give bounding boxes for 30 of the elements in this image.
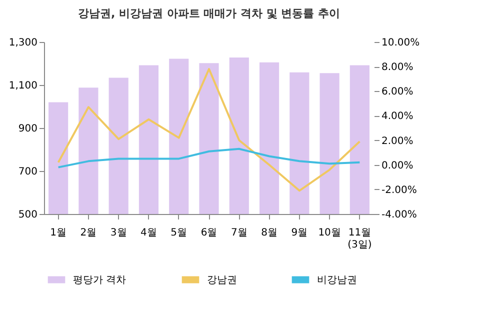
y2-tick-label: 8.00%	[382, 62, 414, 74]
legend-label: 비강남권	[317, 274, 357, 286]
y-tick-label: 700	[18, 166, 38, 178]
x-tick-label: 7월	[230, 228, 248, 238]
y2-tick-label: 4.00%	[382, 111, 414, 122]
x-tick-label: 10월	[318, 228, 341, 238]
chart-title: 강남권, 비강남권 아파트 매매가 격차 및 변동률 추이	[78, 7, 340, 20]
x-tick-label: 2월	[80, 228, 97, 238]
y2-tick-label: -4.00%	[382, 210, 417, 220]
y2-tick-label: 10.00%	[382, 38, 420, 48]
y2-tick-label: 2.00%	[382, 136, 414, 147]
x-tick-label: 9월	[291, 228, 308, 238]
y-tick-label: 1,300	[8, 38, 38, 48]
x-tick-label: 4월	[140, 228, 157, 238]
line-series	[57, 68, 361, 192]
y-tick-label: 500	[18, 210, 38, 220]
x-tick-label: 3월	[110, 228, 127, 238]
line-series	[57, 148, 361, 168]
y-tick-label: 1,100	[8, 80, 38, 92]
x-tick-label: 11월 (3일)	[348, 228, 372, 250]
legend-label: 강남권	[207, 274, 237, 286]
x-tick-label: 5월	[170, 228, 188, 238]
x-tick-label: 8월	[261, 228, 278, 238]
x-tick-label: 6월	[200, 228, 218, 238]
y-tick-label: 900	[18, 124, 38, 134]
x-tick-label: 1월	[50, 228, 67, 238]
legend-label: 평당가 격차	[73, 274, 126, 286]
y2-tick-label: -2.00%	[382, 184, 417, 196]
y2-tick-label: 6.00%	[382, 86, 414, 98]
y2-tick-label: 0.00%	[382, 160, 414, 172]
